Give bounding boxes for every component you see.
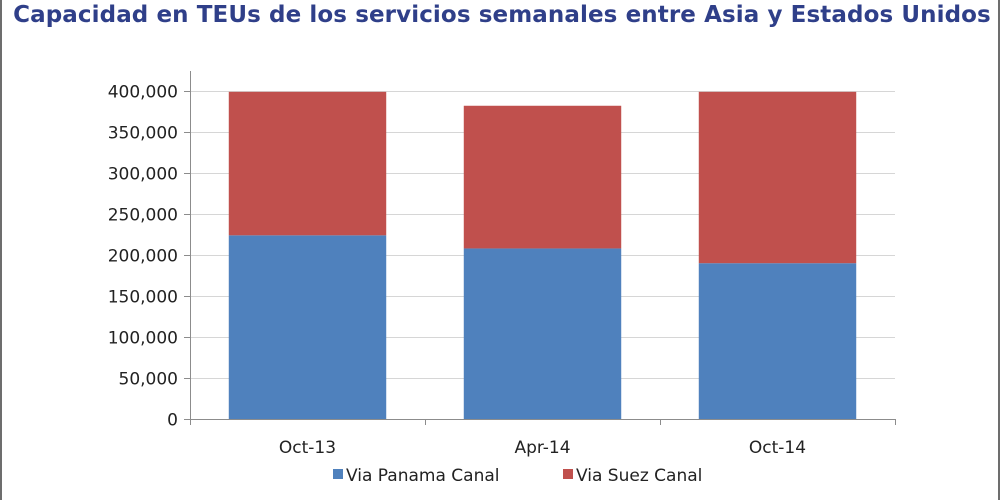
chart-title: Capacidad en TEUs de los servicios seman… — [13, 2, 991, 28]
bar-segment — [698, 91, 857, 264]
bar-segment — [463, 248, 622, 419]
legend-label: Via Panama Canal — [346, 466, 499, 486]
y-tick-label: 200,000 — [108, 247, 178, 267]
legend-swatch — [333, 469, 343, 479]
y-tick-label: 300,000 — [108, 165, 178, 185]
y-tick-label: 250,000 — [108, 206, 178, 226]
bars — [228, 91, 857, 419]
bar-segment — [228, 91, 387, 236]
y-tick-label: 100,000 — [108, 329, 178, 349]
bar-segment — [698, 263, 857, 419]
legend: Via Panama Canal Via Suez Canal — [333, 466, 702, 486]
y-tick-label: 400,000 — [108, 83, 178, 103]
legend-swatch — [563, 469, 573, 479]
legend-label: Via Suez Canal — [576, 466, 702, 486]
y-tick-label: 0 — [167, 411, 178, 431]
y-tick-label: 150,000 — [108, 288, 178, 308]
y-tick-label: 350,000 — [108, 124, 178, 144]
axes — [184, 71, 896, 425]
x-tick-label: Oct-14 — [749, 438, 806, 458]
y-tick-label: 50,000 — [119, 370, 178, 390]
x-tick-label: Oct-13 — [279, 438, 336, 458]
bar-segment — [228, 235, 387, 419]
tick-labels: 0 50,000 100,000 150,000 200,000 250,000 300,0… — [108, 83, 806, 459]
bar-segment — [463, 105, 622, 249]
x-tick-label: Apr-14 — [514, 438, 570, 458]
